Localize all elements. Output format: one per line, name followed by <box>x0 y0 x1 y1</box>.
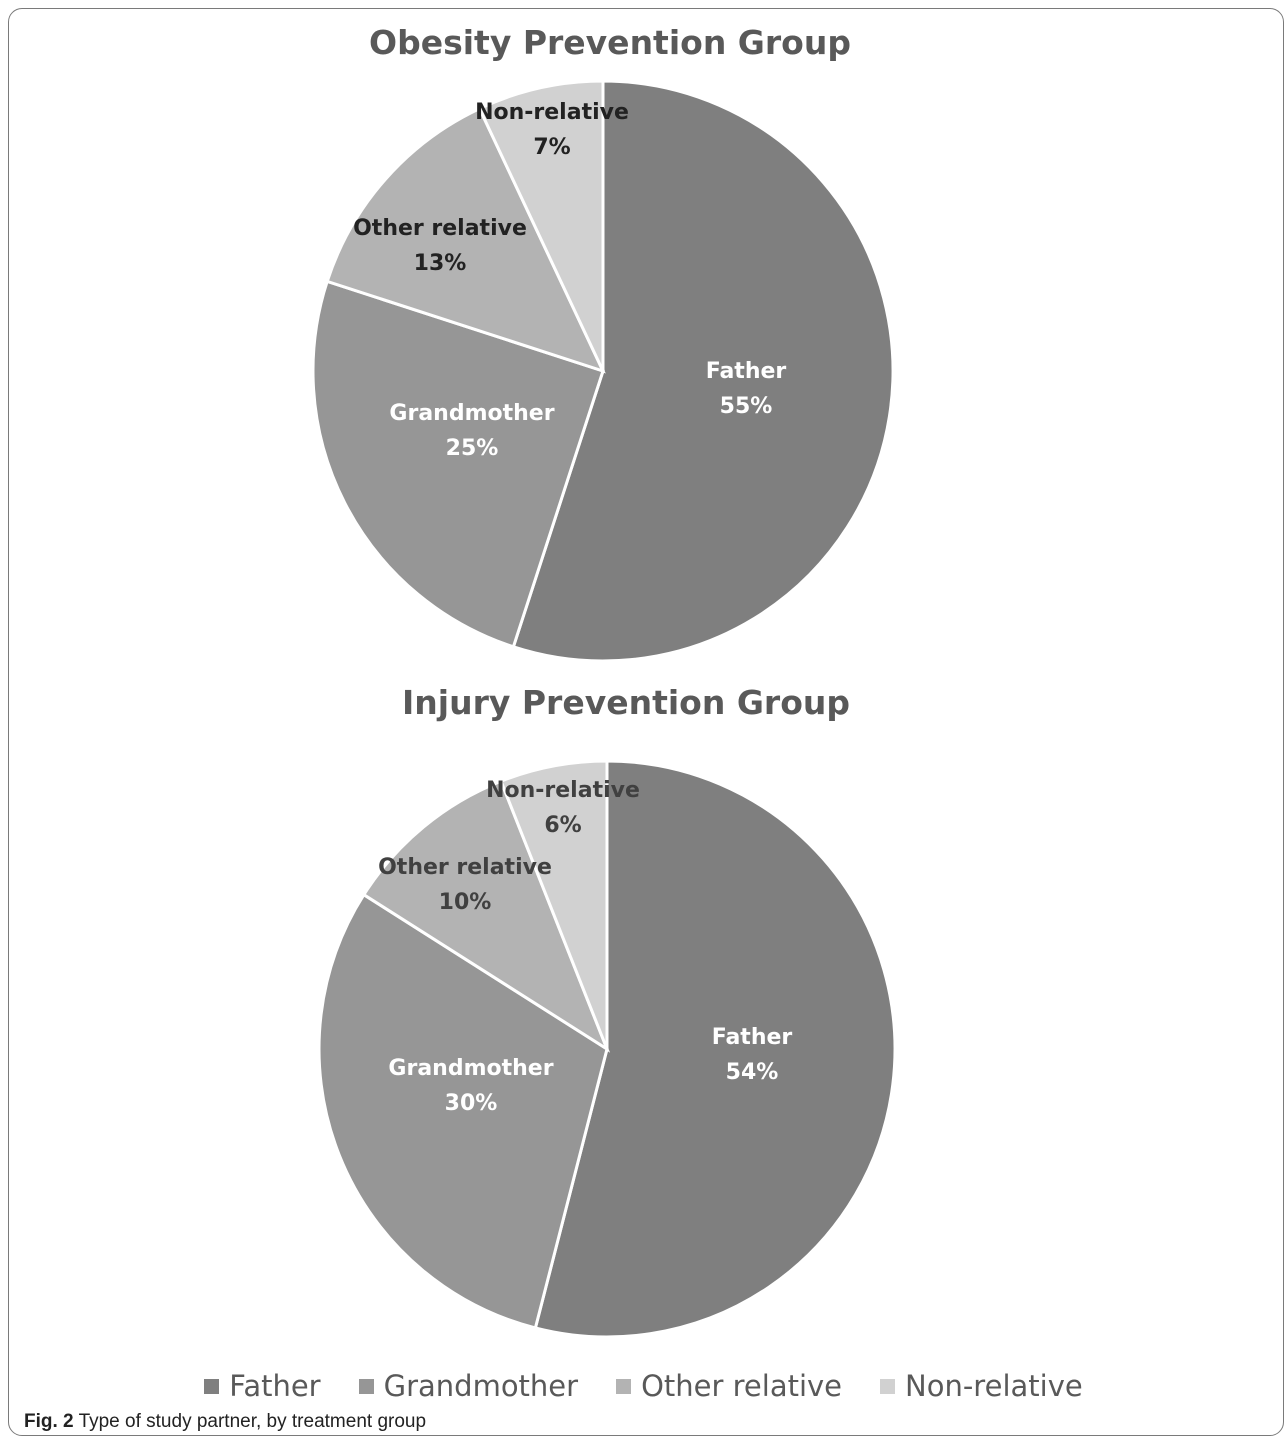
pie-obesity: Father 55% Grandmother 25% Other relative 13%… <box>311 79 895 663</box>
legend-label-other-relative: Other relative <box>641 1369 843 1403</box>
slice-label-other-relative: Other relative <box>353 216 527 241</box>
legend-swatch-other-relative <box>616 1378 632 1394</box>
legend-swatch-father <box>204 1378 220 1394</box>
legend-swatch-non-relative <box>880 1378 896 1394</box>
slice-label-other-relative: Other relative <box>378 855 552 880</box>
caption-text: Type of study partner, by treatment grou… <box>78 1411 427 1432</box>
slice-value-non-relative: 7% <box>533 135 570 160</box>
pie-slice-non-relative <box>477 79 605 372</box>
pie-injury: Father 54% Grandmother 30% Other relative 10%… <box>317 759 897 1339</box>
slice-value-grandmother: 30% <box>445 1091 498 1116</box>
slice-value-father: 55% <box>720 394 773 419</box>
legend-item-grandmother: Grandmother <box>358 1369 579 1403</box>
legend-item-father: Father <box>204 1369 321 1403</box>
slice-label-non-relative: Non-relative <box>486 778 640 803</box>
pie-slice-grandmother <box>311 279 605 649</box>
slice-label-father: Father <box>712 1025 793 1050</box>
pie-slice-father <box>511 79 895 663</box>
slice-value-non-relative: 6% <box>544 813 581 838</box>
legend-item-non-relative: Non-relative <box>880 1369 1083 1403</box>
legend-item-other-relative: Other relative <box>616 1369 842 1403</box>
pie-slice-grandmother <box>317 892 609 1330</box>
legend-swatch-grandmother <box>358 1378 374 1394</box>
figure-caption: Fig. 2 Type of study partner, by treatme… <box>24 1411 426 1433</box>
slice-label-grandmother: Grandmother <box>389 401 554 426</box>
figure-frame <box>8 8 1284 1436</box>
slice-label-non-relative: Non-relative <box>475 100 629 125</box>
legend-label-non-relative: Non-relative <box>905 1369 1083 1403</box>
legend-label-father: Father <box>229 1369 321 1403</box>
chart-title-injury: Injury Prevention Group <box>402 683 850 722</box>
pie-slice-non-relative <box>499 759 609 1050</box>
legend-label-grandmother: Grandmother <box>383 1369 579 1403</box>
legend: Father Grandmother Other relative Non-relat… <box>0 1366 1287 1406</box>
figure-label: Fig. 2 <box>24 1411 74 1432</box>
chart-title-obesity: Obesity Prevention Group <box>369 23 851 62</box>
pie-slice-other-relative <box>325 106 606 374</box>
slice-value-other-relative: 13% <box>414 251 467 276</box>
slice-value-other-relative: 10% <box>439 890 492 915</box>
pie-slice-other-relative <box>361 779 611 1053</box>
slice-value-grandmother: 25% <box>446 436 499 461</box>
slice-label-grandmother: Grandmother <box>388 1056 553 1081</box>
pie-slice-father <box>533 759 897 1339</box>
slice-value-father: 54% <box>726 1060 779 1085</box>
slice-label-father: Father <box>706 359 787 384</box>
